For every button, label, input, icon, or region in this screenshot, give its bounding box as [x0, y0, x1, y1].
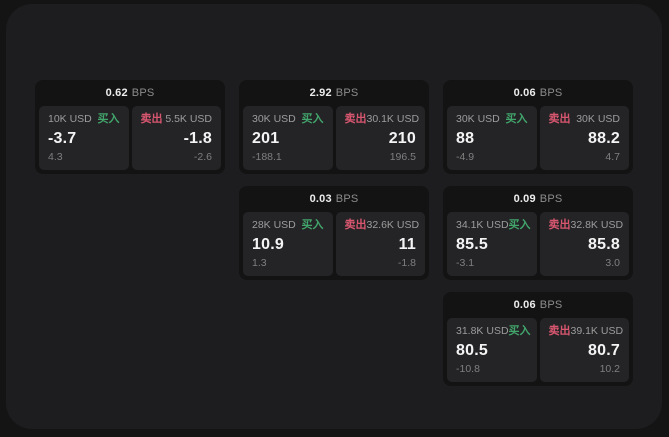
bps-unit: BPS: [335, 87, 359, 99]
sell-sub-value: 4.7: [605, 151, 620, 163]
sell-tile[interactable]: 卖出 32.8K USD 85.8 3.0: [539, 212, 629, 276]
bps-header: 0.09 BPS: [443, 186, 633, 212]
buy-tile[interactable]: 10K USD 买入 -3.7 4.3: [39, 106, 129, 170]
bps-header: 2.92 BPS: [239, 80, 429, 106]
sell-price: -1.8: [183, 129, 212, 147]
buy-notional-label: 30K USD: [252, 113, 296, 125]
bps-value: 0.62: [105, 87, 128, 99]
buy-price: 85.5: [456, 235, 488, 253]
buy-price: 80.5: [456, 341, 488, 359]
sell-tile[interactable]: 卖出 39.1K USD 80.7 10.2: [539, 318, 629, 382]
sell-sub-value: -2.6: [193, 151, 212, 163]
buy-label: 买入: [301, 113, 324, 125]
sell-notional-label: 39.1K USD: [570, 325, 624, 337]
buy-tile[interactable]: 28K USD 买入 10.9 1.3: [243, 212, 333, 276]
quote-card-body: 10K USD 买入 -3.7 4.3 卖出 5.5K USD -1.8 -2.…: [35, 106, 225, 174]
buy-label: 买入: [508, 219, 531, 231]
buy-sub-value: -4.9: [456, 151, 475, 163]
quote-card-grid: 0.62 BPS 10K USD 买入 -3.7 4.3 卖出 5.5K USD: [35, 80, 633, 386]
sell-tile[interactable]: 卖出 30K USD 88.2 4.7: [539, 106, 629, 170]
buy-notional-label: 10K USD: [48, 113, 92, 125]
sell-sub-value: 10.2: [599, 363, 620, 375]
buy-tile[interactable]: 30K USD 买入 88 -4.9: [447, 106, 537, 170]
sell-tile[interactable]: 卖出 5.5K USD -1.8 -2.6: [131, 106, 221, 170]
buy-sub-value: -3.1: [456, 257, 475, 269]
sell-label: 卖出: [548, 113, 571, 125]
sell-price: 88.2: [588, 129, 620, 147]
quote-card-body: 31.8K USD 买入 80.5 -10.8 卖出 39.1K USD 80.…: [443, 318, 633, 386]
buy-tile[interactable]: 30K USD 买入 201 -188.1: [243, 106, 333, 170]
quote-card: 0.06 BPS 31.8K USD 买入 80.5 -10.8 卖出 39.1…: [443, 292, 633, 386]
buy-sub-value: -188.1: [252, 151, 282, 163]
sell-tile[interactable]: 卖出 32.6K USD 11 -1.8: [335, 212, 425, 276]
buy-tile[interactable]: 31.8K USD 买入 80.5 -10.8: [447, 318, 537, 382]
sell-label: 卖出: [548, 325, 571, 337]
sell-sub-value: 196.5: [389, 151, 416, 163]
bps-unit: BPS: [335, 193, 359, 205]
quote-card: 2.92 BPS 30K USD 买入 201 -188.1 卖出 30.1K …: [239, 80, 429, 174]
sell-price: 11: [398, 235, 416, 253]
sell-tile[interactable]: 卖出 30.1K USD 210 196.5: [335, 106, 425, 170]
sell-label: 卖出: [344, 113, 367, 125]
bps-header: 0.06 BPS: [443, 292, 633, 318]
app-surface: 0.62 BPS 10K USD 买入 -3.7 4.3 卖出 5.5K USD: [6, 4, 662, 429]
sell-notional-label: 5.5K USD: [165, 113, 212, 125]
buy-tile[interactable]: 34.1K USD 买入 85.5 -3.1: [447, 212, 537, 276]
bps-unit: BPS: [131, 87, 155, 99]
sell-notional-label: 32.8K USD: [570, 219, 624, 231]
buy-notional-label: 30K USD: [456, 113, 500, 125]
bps-value: 2.92: [309, 87, 332, 99]
bps-unit: BPS: [539, 87, 563, 99]
bps-value: 0.03: [309, 193, 332, 205]
quote-card-body: 30K USD 买入 88 -4.9 卖出 30K USD 88.2 4.7: [443, 106, 633, 174]
quote-card-body: 30K USD 买入 201 -188.1 卖出 30.1K USD 210 1…: [239, 106, 429, 174]
quote-card: 0.06 BPS 30K USD 买入 88 -4.9 卖出 30K USD: [443, 80, 633, 174]
buy-notional-label: 28K USD: [252, 219, 296, 231]
buy-sub-value: -10.8: [456, 363, 480, 375]
quote-card-body: 34.1K USD 买入 85.5 -3.1 卖出 32.8K USD 85.8…: [443, 212, 633, 280]
buy-price: -3.7: [48, 129, 77, 147]
buy-notional-label: 34.1K USD: [456, 219, 509, 231]
buy-label: 买入: [301, 219, 324, 231]
sell-notional-label: 32.6K USD: [366, 219, 420, 231]
sell-label: 卖出: [344, 219, 367, 231]
sell-price: 80.7: [588, 341, 620, 359]
bps-value: 0.06: [513, 299, 536, 311]
sell-notional-label: 30.1K USD: [366, 113, 420, 125]
bps-header: 0.06 BPS: [443, 80, 633, 106]
sell-sub-value: 3.0: [605, 257, 620, 269]
sell-sub-value: -1.8: [397, 257, 416, 269]
bps-value: 0.06: [513, 87, 536, 99]
buy-sub-value: 4.3: [48, 151, 63, 163]
quote-card: 0.03 BPS 28K USD 买入 10.9 1.3 卖出 32.6K US…: [239, 186, 429, 280]
buy-notional-label: 31.8K USD: [456, 325, 509, 337]
bps-unit: BPS: [539, 299, 563, 311]
sell-notional-label: 30K USD: [576, 113, 620, 125]
bps-header: 0.62 BPS: [35, 80, 225, 106]
buy-price: 10.9: [252, 235, 284, 253]
bps-value: 0.09: [513, 193, 536, 205]
sell-price: 210: [388, 129, 416, 147]
sell-price: 85.8: [588, 235, 620, 253]
buy-label: 买入: [508, 325, 531, 337]
sell-label: 卖出: [548, 219, 571, 231]
buy-price: 88: [456, 129, 475, 147]
buy-price: 201: [252, 129, 280, 147]
sell-label: 卖出: [140, 113, 163, 125]
quote-card: 0.09 BPS 34.1K USD 买入 85.5 -3.1 卖出 32.8K…: [443, 186, 633, 280]
buy-label: 买入: [505, 113, 528, 125]
buy-sub-value: 1.3: [252, 257, 267, 269]
bps-unit: BPS: [539, 193, 563, 205]
quote-card: 0.62 BPS 10K USD 买入 -3.7 4.3 卖出 5.5K USD: [35, 80, 225, 174]
buy-label: 买入: [97, 113, 120, 125]
quote-card-body: 28K USD 买入 10.9 1.3 卖出 32.6K USD 11 -1.8: [239, 212, 429, 280]
bps-header: 0.03 BPS: [239, 186, 429, 212]
